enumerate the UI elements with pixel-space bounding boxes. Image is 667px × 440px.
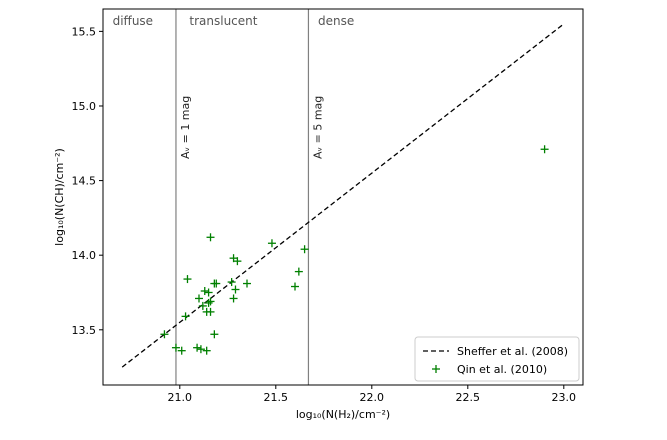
data-point-27 [291, 282, 299, 291]
y-tick-label-1: 14.0 [72, 249, 97, 262]
data-point-5 [193, 343, 202, 352]
y-tick-label-4: 15.5 [72, 25, 97, 38]
data-point-25 [243, 279, 251, 288]
data-point-24 [233, 257, 242, 266]
data-point-23 [231, 285, 240, 294]
x-tick-label-0: 21.0 [168, 391, 193, 404]
region-label-0: diffuse [113, 14, 153, 28]
vertical-line-label-0: Aᵥ = 1 mag [179, 96, 192, 159]
y-tick-label-2: 14.5 [72, 175, 97, 188]
legend-box [414, 336, 580, 382]
x-tick-label-4: 23.0 [552, 391, 577, 404]
data-point-11 [202, 346, 211, 355]
region-label-2: dense [318, 14, 354, 28]
x-tick-label-2: 22.0 [360, 391, 385, 404]
y-tick-label-0: 13.5 [72, 324, 97, 337]
data-point-15 [206, 297, 215, 306]
data-point-19 [212, 279, 221, 288]
data-point-8 [198, 301, 207, 310]
vertical-line-label-1: Aᵥ = 5 mag [311, 96, 324, 159]
data-point-2 [177, 346, 186, 355]
data-point-3 [181, 312, 190, 321]
legend: Sheffer et al. (2008) Qin et al. (2010) [414, 336, 580, 382]
x-tick-label-3: 22.5 [456, 391, 481, 404]
data-point-9 [200, 287, 209, 295]
data-point-4 [183, 275, 192, 284]
legend-label-0: Sheffer et al. (2008) [457, 345, 568, 358]
data-point-21 [229, 294, 238, 303]
data-point-30 [540, 145, 549, 154]
data-point-18 [210, 330, 219, 339]
plot-area: diffuse translucent dense Aᵥ = 1 mag Aᵥ = 5 … [113, 9, 565, 385]
data-point-14 [206, 307, 215, 316]
data-point-13 [204, 288, 213, 297]
legend-label-1: Qin et al. (2010) [457, 363, 547, 376]
data-point-0 [160, 330, 169, 339]
axis-ticks: 21.0 21.5 22.0 22.5 23.0 13.5 14.0 14.5 15.0 15.5 [72, 25, 577, 404]
data-point-16 [206, 233, 215, 242]
x-axis-label: log₁₀(N(H₂)/cm⁻²) [296, 408, 390, 421]
data-point-28 [294, 267, 303, 276]
y-axis-label: log₁₀(N(CH)/cm⁻²) [53, 148, 66, 246]
data-point-26 [267, 239, 276, 248]
data-point-20 [227, 278, 236, 287]
y-tick-label-3: 15.0 [72, 100, 97, 113]
x-tick-label-1: 21.5 [264, 391, 289, 404]
data-point-29 [300, 245, 309, 254]
plot-frame [102, 8, 584, 386]
data-point-12 [204, 298, 213, 307]
data-point-6 [195, 294, 203, 303]
series-line-0 [121, 23, 565, 368]
region-label-1: translucent [189, 14, 257, 28]
data-point-1 [171, 343, 180, 352]
data-point-7 [196, 345, 205, 354]
